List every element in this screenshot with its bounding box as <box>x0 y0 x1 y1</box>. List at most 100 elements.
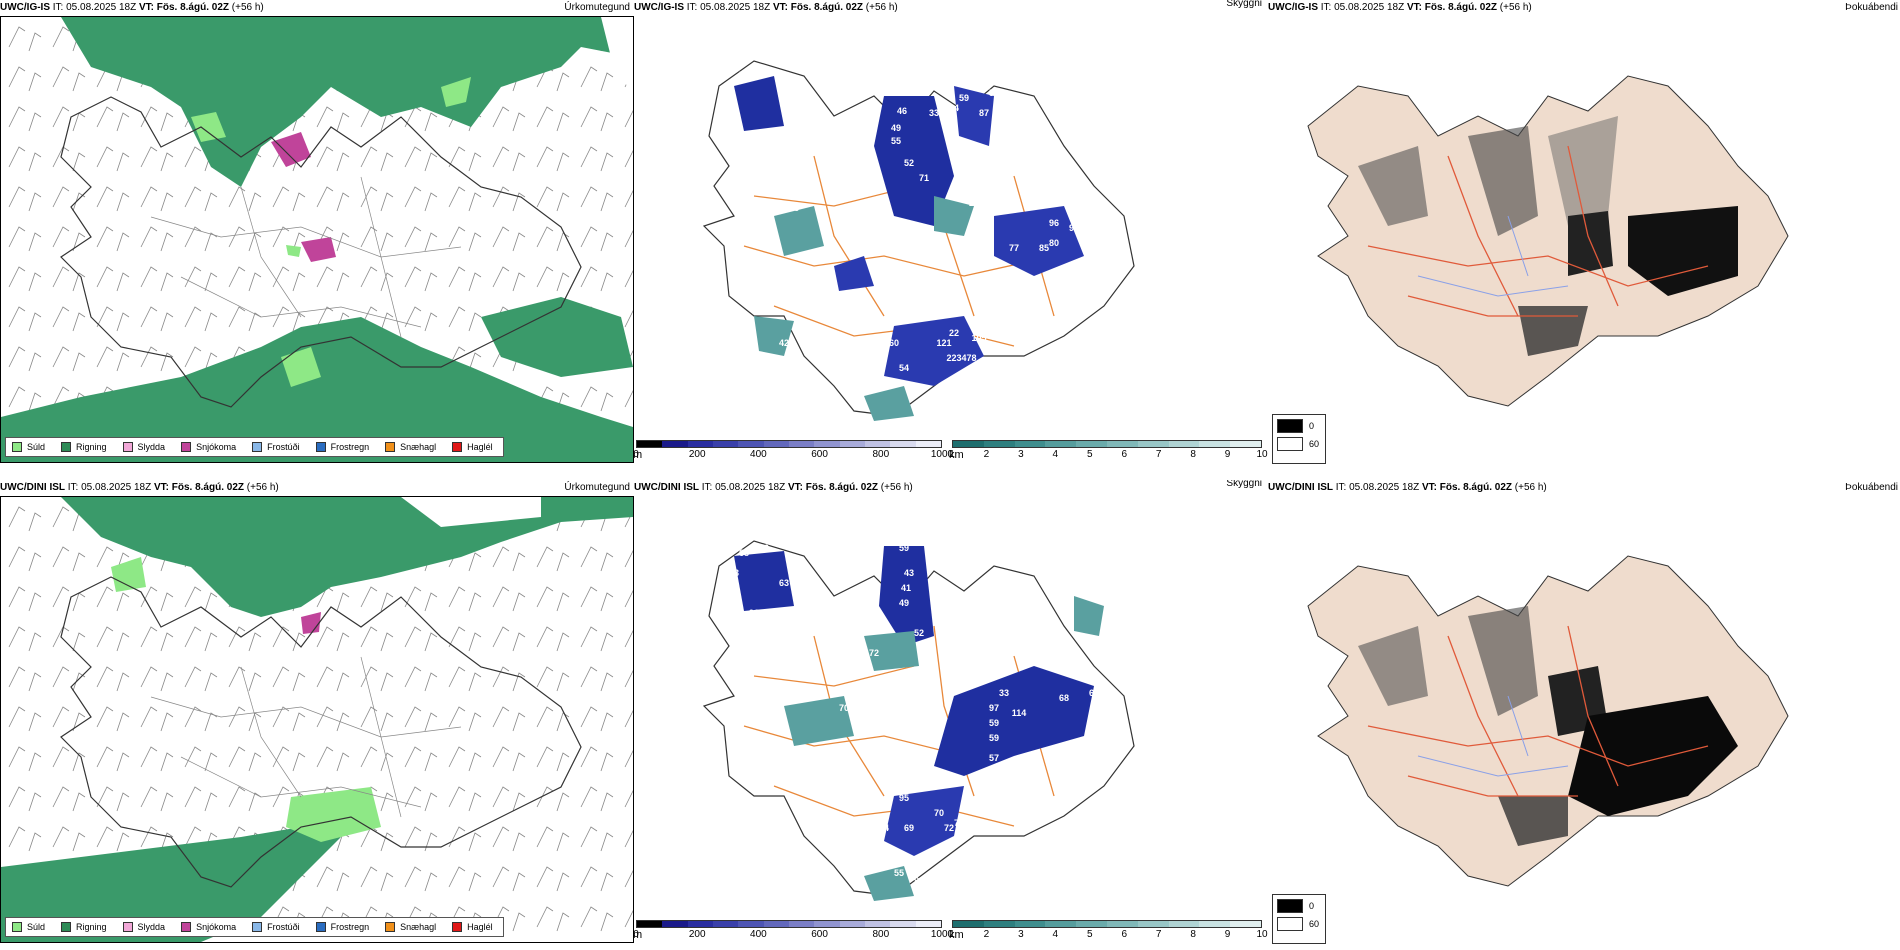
colorbar-cell <box>712 441 739 447</box>
colorbar-tick: 10 <box>1256 449 1268 460</box>
legend-item: Rigning <box>61 922 107 932</box>
colorbar-tick: 800 <box>872 449 890 460</box>
colorbar-tick: 8 <box>1190 929 1196 940</box>
ceiling-label: 95 <box>899 793 909 803</box>
colorbar-tick: 7 <box>1155 929 1162 940</box>
colorbar-tick: 1 <box>949 449 955 460</box>
legend-item: Snæhagl <box>385 442 436 452</box>
ceiling-label: 57 <box>989 753 999 763</box>
ceiling-label: 50 <box>759 543 769 553</box>
ceiling-label: 45 <box>859 298 869 308</box>
colorbar-cell <box>712 921 739 927</box>
colorbar-tick: 600 <box>811 449 828 460</box>
row1-precip-map-frame: Súld Rigning Slydda Snjókoma Frostúði Fr… <box>0 16 634 463</box>
rivers <box>1417 695 1569 777</box>
precip-legend: Súld Rigning Slydda Snjókoma Frostúði Fr… <box>5 917 504 937</box>
coastline <box>60 96 582 408</box>
colorbar-cell <box>839 441 865 447</box>
roads <box>1367 625 1709 797</box>
colorbar-cell <box>864 921 891 927</box>
colorbar-cell <box>738 441 764 447</box>
ceiling-label: 85 <box>1039 243 1049 253</box>
ceiling-label: 92 <box>1069 223 1079 233</box>
colorbar-cell <box>662 441 688 447</box>
colorbar-cell <box>1045 921 1077 927</box>
colorbar-tick: 3 <box>1018 929 1024 940</box>
fog-legend: 0 60 <box>1272 894 1326 944</box>
ceiling-label: 77 <box>1009 243 1019 253</box>
rain-area <box>61 497 633 617</box>
ceiling-label: 72 <box>829 138 839 148</box>
colorbar-cell <box>1045 441 1077 447</box>
colorbar-cell <box>890 441 916 447</box>
ceiling-label: 51 <box>739 70 749 80</box>
row1-vis-title: Skyggni <box>1226 0 1262 9</box>
ceiling-label: 33 <box>929 108 939 118</box>
colorbar-tick: 0 <box>634 449 639 460</box>
precip-legend: Súld Rigning Slydda Snjókoma Frostúði Fr… <box>5 437 504 457</box>
colorbar-cell <box>1230 921 1261 927</box>
colorbar-tick: 3 <box>1018 449 1024 460</box>
colorbar-cell <box>1076 441 1107 447</box>
ceiling-label: 55 <box>891 136 901 146</box>
rivers <box>1417 215 1569 297</box>
visibility-colorbar: 1 2 3 4 5 6 7 8 9 10 km <box>949 920 1268 942</box>
colorbar-tick: 6 <box>1121 929 1127 940</box>
ceiling-label: 73 <box>954 818 964 828</box>
colorbar-tick: 800 <box>872 929 890 940</box>
row2-vis-header: UWC/DINI ISL IT: 05.08.2025 18Z VT: Fös.… <box>634 482 913 493</box>
legend-item: Haglél <box>452 922 493 932</box>
ceiling-label: 23 <box>789 203 799 213</box>
row1-precip-panel: UWC/IG-IS IT: 05.08.2025 18Z VT: Fös. 8.… <box>0 0 636 470</box>
ceiling-label: 68 <box>739 548 749 558</box>
ceiling-label: 85 <box>1029 118 1039 128</box>
row2-precip-map <box>1 497 633 942</box>
colorbar-cell <box>738 921 764 927</box>
ceiling-label: 52 <box>904 158 914 168</box>
legend-item: Rigning <box>61 442 107 452</box>
ceiling-label: 59 <box>989 718 999 728</box>
row1-precip-title: Úrkomutegund <box>564 2 630 13</box>
colorbar-tick: 0 <box>634 929 639 940</box>
ceiling-label: 49 <box>891 123 901 133</box>
colorbar-tick: 2 <box>983 449 990 460</box>
row2-precip-header: UWC/DINI ISL IT: 05.08.2025 18Z VT: Fös.… <box>0 482 279 493</box>
ceiling-label: 223 <box>946 353 961 363</box>
legend-item: Frostregn <box>315 922 369 932</box>
ceiling-label: 64 <box>949 103 959 113</box>
row2-precip-map-frame: Súld Rigning Slydda Snjókoma Frostúði Fr… <box>0 496 634 943</box>
colorbar-cell <box>953 921 984 927</box>
colorbar-cell <box>637 921 663 927</box>
ceiling-label: 28 <box>859 208 869 218</box>
ceiling-colorbar-cells <box>636 920 942 928</box>
legend-item: Slydda <box>122 442 165 452</box>
colorbar-cell <box>839 921 865 927</box>
colorbar-tick: 400 <box>750 449 767 460</box>
ceiling-label: 43 <box>904 568 914 578</box>
colorbar-cell <box>983 441 1015 447</box>
ceiling-label: 41 <box>901 583 911 593</box>
fog-legend: 0 60 <box>1272 414 1326 464</box>
colorbar-cell <box>637 441 663 447</box>
colorbar-cell <box>1199 441 1231 447</box>
colorbar-cell <box>1106 921 1138 927</box>
ceiling-label: 105 <box>971 333 986 343</box>
row1-fog-panel: UWC/IG-IS IT: 05.08.2025 18Z VT: Fös. 8.… <box>1268 0 1900 470</box>
vis-colorbar-cells <box>952 920 1262 928</box>
colorbar-tick: 200 <box>688 929 706 940</box>
ceiling-label: 59 <box>959 93 969 103</box>
ceiling-label: 121 <box>936 338 951 348</box>
legend-item: Snæhagl <box>385 922 436 932</box>
colorbar-cell <box>814 441 840 447</box>
colorbar-tick: 4 <box>1052 929 1059 940</box>
roads <box>1367 145 1709 317</box>
colorbar-cell <box>864 441 891 447</box>
colorbar-tick: 4 <box>1052 449 1059 460</box>
ceiling-label: 71 <box>919 173 929 183</box>
ceiling-label: 43 <box>909 873 919 883</box>
colorbar-cell <box>915 441 941 447</box>
rain-area <box>1 317 633 462</box>
